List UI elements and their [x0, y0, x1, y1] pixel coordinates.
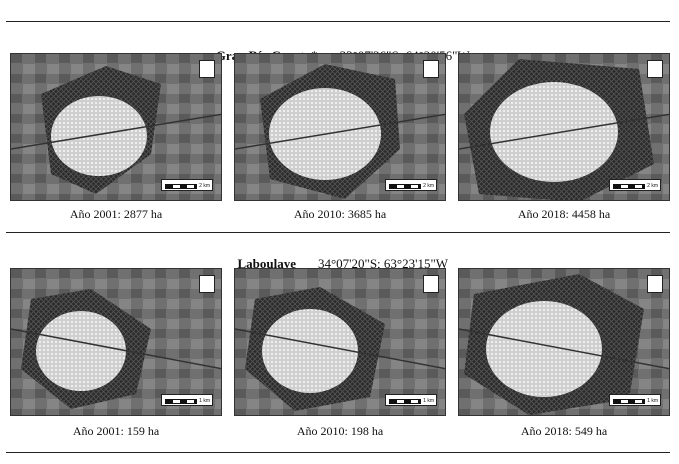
- map-imagery: [235, 54, 445, 200]
- satellite-map-laboulaye-2010: 1 km: [234, 268, 446, 416]
- north-arrow-icon: [647, 275, 663, 293]
- north-arrow-icon: [647, 60, 663, 78]
- north-arrow-icon: [199, 275, 215, 293]
- satellite-map-rio-cuarto-2010: 2 km: [234, 53, 446, 201]
- north-arrow-icon: [423, 60, 439, 78]
- satellite-map-laboulaye-2018: 1 km: [458, 268, 670, 416]
- map-imagery: [11, 269, 221, 415]
- satellite-map-rio-cuarto-2018: 2 km: [458, 53, 670, 201]
- map-caption: Año 2001: 2877 ha: [69, 207, 163, 221]
- scale-bar: 2 km: [385, 179, 437, 191]
- satellite-map-rio-cuarto-2001: 2 km: [10, 53, 222, 201]
- map-caption: Año 2018: 4458 ha: [517, 207, 611, 221]
- map-imagery: [11, 54, 221, 200]
- map-imagery: [459, 269, 669, 415]
- map-caption: Año 2018: 549 ha: [520, 424, 608, 438]
- map-imagery: [235, 269, 445, 415]
- bottom-rule: [6, 452, 670, 453]
- scale-bar: 2 km: [161, 179, 213, 191]
- scale-bar: 1 km: [385, 394, 437, 406]
- scale-bar: 2 km: [609, 179, 661, 191]
- city-coordinates: 34°07'20"S; 63°23'15"W: [317, 256, 449, 271]
- north-arrow-icon: [199, 60, 215, 78]
- north-arrow-icon: [423, 275, 439, 293]
- middle-rule: [6, 232, 670, 233]
- map-imagery: [459, 54, 669, 200]
- map-caption: Año 2010: 198 ha: [296, 424, 384, 438]
- map-caption: Año 2010: 3685 ha: [293, 207, 387, 221]
- city-name: Laboulaye: [237, 256, 296, 271]
- top-rule: [6, 21, 670, 22]
- satellite-map-laboulaye-2001: 1 km: [10, 268, 222, 416]
- scale-bar: 1 km: [609, 394, 661, 406]
- scale-bar: 1 km: [161, 394, 213, 406]
- map-caption: Año 2001: 159 ha: [72, 424, 160, 438]
- section-title-laboulaye: Laboulaye 34°07'20"S; 63°23'15"W: [0, 240, 679, 272]
